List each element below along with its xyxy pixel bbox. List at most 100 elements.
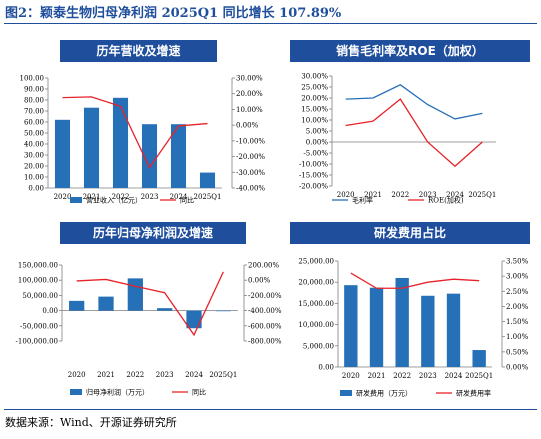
- right-axis-tick-label: 0.00%: [248, 277, 271, 285]
- left-axis-tick-label: -20.00%: [299, 183, 328, 191]
- right-axis-tick-label: 1.00%: [506, 333, 529, 341]
- left-axis-tick-label: 20.00%: [301, 95, 328, 103]
- panel-title-rd: 研发费用占比: [290, 222, 530, 244]
- x-axis-tick-label: 2021: [364, 191, 382, 199]
- data-source: 数据来源：Wind、开源证券研究所: [5, 416, 177, 429]
- right-axis-tick-label: 10.00%: [236, 106, 263, 114]
- right-axis-tick-label: -400.00%: [248, 307, 282, 315]
- left-axis-tick-label: 0.00%: [306, 139, 329, 147]
- figure-title: 图2：颖泰生物归母净利润 2025Q1 同比增长 107.89%: [5, 6, 342, 21]
- left-axis-tick-label: 10,000.00: [298, 321, 334, 329]
- right-axis-tick-label: 2.50%: [506, 288, 529, 296]
- bar-2022: [395, 277, 409, 367]
- chart-margin-roe: -20.00% -15.00% -10.00% -5.00% 0.00% 5.00% 10.…: [299, 73, 496, 205]
- right-axis-tick-label: 3.50%: [506, 258, 529, 266]
- left-axis-tick-label: -100,000.00: [16, 338, 58, 346]
- bar-2024: [446, 293, 461, 367]
- left-axis-tick-label: -10.00%: [299, 161, 328, 169]
- x-axis-tick-label: 2023: [419, 191, 437, 199]
- legend-label: 研发费用率: [456, 389, 491, 398]
- panel-title-net-profit: 历年归母净利润及增速: [60, 222, 246, 244]
- x-axis-tick-label: 2023: [156, 371, 174, 379]
- left-axis-tick-label: 90.00: [24, 86, 44, 94]
- left-axis-tick-label: -50,000.00: [20, 322, 58, 330]
- bar-2025Q1: [215, 310, 231, 312]
- left-axis-tick-label: 100,000.00: [18, 277, 58, 285]
- x-axis-tick-label: 2024: [446, 191, 464, 199]
- bar-2020: [54, 119, 71, 188]
- left-axis-tick-label: 70.00: [24, 108, 44, 116]
- right-axis-tick-label: -800.00%: [248, 338, 282, 346]
- left-axis-tick-label: 25,000.00: [298, 258, 334, 266]
- x-axis-tick-label: 2024: [445, 372, 463, 380]
- left-axis-tick-label: 0.00: [318, 364, 334, 372]
- left-axis-tick-label: 15.00%: [301, 106, 328, 114]
- series-line-1: [62, 96, 208, 169]
- left-axis-tick-label: -15.00%: [299, 172, 328, 180]
- panel-title-margin-roe: 销售毛利率及ROE（加权）: [290, 40, 530, 62]
- x-axis-tick-label: 2025Q1: [193, 193, 221, 201]
- bar-2022: [127, 278, 143, 311]
- x-axis-tick-label: 2022: [126, 371, 144, 379]
- left-axis-tick-label: 15,000.00: [298, 300, 334, 308]
- left-axis-tick-label: 5,000.00: [303, 342, 334, 350]
- x-axis-tick-label: 2025Q1: [465, 372, 493, 380]
- bar-2020: [344, 285, 358, 367]
- left-axis-tick-label: 50,000.00: [22, 292, 58, 300]
- series-line-0: [345, 84, 483, 120]
- legend-label: 同比: [192, 388, 206, 397]
- x-axis-tick-label: 2022: [112, 193, 130, 201]
- x-axis-tick-label: 2025Q1: [209, 371, 237, 379]
- left-axis-tick-label: 10.00%: [301, 117, 328, 125]
- left-axis-tick-label: 40.00: [24, 141, 44, 149]
- bar-2025Q1: [199, 172, 216, 188]
- x-axis-tick-label: 2023: [419, 372, 437, 380]
- left-axis-tick-label: 50.00: [24, 130, 44, 138]
- x-axis-tick-label: 2023: [141, 193, 159, 201]
- legend-label: 研发费用（万元）: [356, 389, 412, 398]
- right-axis-tick-label: -200.00%: [248, 292, 282, 300]
- bar-2025Q1: [472, 350, 486, 367]
- left-axis-tick-label: 150,000.00: [18, 262, 58, 270]
- left-axis-tick-label: 0.00: [42, 307, 58, 315]
- left-axis-tick-label: -5.00%: [303, 150, 328, 158]
- chart-net-profit: -100,000.00 -50,000.00 0.00 50,000.00 100,00…: [16, 262, 282, 397]
- panel-title-revenue: 历年营收及增速: [60, 40, 217, 62]
- left-axis-tick-label: 5.00%: [306, 128, 329, 136]
- left-axis-tick-label: 0.00: [28, 185, 44, 193]
- chart-revenue: 0.00 10.00 20.00 30.00 40.00 50.00 60.00 70.00 8…: [20, 75, 266, 205]
- legend-swatch-bar: [340, 390, 352, 396]
- bar-2021: [98, 296, 114, 311]
- top-divider: [4, 23, 537, 24]
- left-axis-tick-label: 10.00: [24, 174, 44, 182]
- right-axis-tick-label: 30.00%: [236, 75, 263, 83]
- right-axis-tick-label: -10.00%: [236, 137, 265, 145]
- bar-2023: [157, 308, 173, 311]
- bottom-divider: [4, 409, 537, 410]
- legend-label: 同比: [180, 196, 194, 205]
- x-axis-tick-label: 2020: [342, 372, 360, 380]
- right-axis-tick-label: -30.00%: [236, 169, 265, 177]
- x-axis-tick-label: 2020: [54, 193, 72, 201]
- series-line-1: [76, 271, 224, 337]
- left-axis-tick-label: 20.00: [24, 163, 44, 171]
- bar-2021: [369, 287, 384, 367]
- left-axis-tick-label: 30.00: [24, 152, 44, 160]
- x-axis-tick-label: 2020: [337, 191, 355, 199]
- right-axis-tick-label: 3.00%: [506, 273, 529, 281]
- x-axis-tick-label: 2020: [68, 371, 86, 379]
- right-axis-tick-label: 0.00%: [506, 364, 529, 372]
- legend-swatch-bar: [70, 389, 82, 395]
- x-axis-tick-label: 2022: [393, 372, 411, 380]
- bar-2024: [170, 124, 187, 188]
- x-axis-tick-label: 2022: [391, 191, 409, 199]
- x-axis-tick-label: 2021: [83, 193, 101, 201]
- right-axis-tick-label: -40.00%: [236, 185, 265, 193]
- x-axis-tick-label: 2024: [170, 193, 188, 201]
- left-axis-tick-label: 20,000.00: [298, 279, 334, 287]
- right-axis-tick-label: 2.00%: [506, 303, 529, 311]
- right-axis-tick-label: 0.00%: [236, 122, 259, 130]
- x-axis-tick-label: 2021: [368, 372, 386, 380]
- chart-rd: 0.00 5,000.00 10,000.00 15,000.00 20,000.00 2…: [298, 258, 529, 398]
- bar-2021: [83, 107, 100, 188]
